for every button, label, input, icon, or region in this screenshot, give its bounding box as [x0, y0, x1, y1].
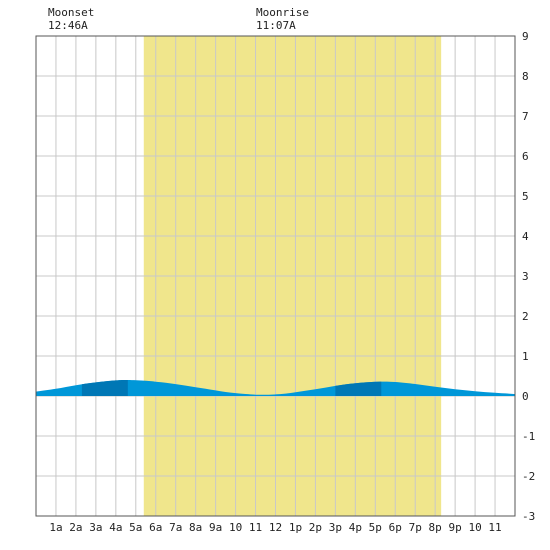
x-tick-label: 11 — [249, 521, 262, 534]
x-tick-label: 2a — [69, 521, 82, 534]
tide-area — [36, 379, 515, 396]
x-tick-label: 7p — [409, 521, 422, 534]
x-tick-label: 10 — [229, 521, 242, 534]
moonrise-label: Moonrise — [256, 6, 309, 19]
y-tick-labels: -3 -2 -1 0 1 2 3 4 5 6 7 8 9 — [522, 30, 535, 523]
moonset-time: 12:46A — [48, 19, 88, 32]
tide-area-layer — [36, 379, 515, 396]
x-tick-label: 6p — [389, 521, 402, 534]
y-tick-label: -3 — [522, 510, 535, 523]
y-tick-label: 6 — [522, 150, 529, 163]
x-tick-label: 10 — [468, 521, 481, 534]
moonset-label: Moonset — [48, 6, 94, 19]
x-tick-label: 1p — [289, 521, 302, 534]
y-tick-label: 1 — [522, 350, 529, 363]
x-tick-label: 4a — [109, 521, 122, 534]
x-tick-label: 9p — [449, 521, 462, 534]
x-tick-label: 4p — [349, 521, 362, 534]
tide-peak-band — [81, 379, 128, 396]
x-tick-label: 8a — [189, 521, 202, 534]
x-tick-label: 5p — [369, 521, 382, 534]
x-tick-labels: 1a 2a 3a 4a 5a 6a 7a 8a 9a 10 11 12 1p 2p 3p 4p 5p 6p 7p 8p… — [49, 521, 501, 534]
moonrise-time: 11:07A — [256, 19, 296, 32]
x-tick-label: 1a — [49, 521, 62, 534]
x-tick-label: 9a — [209, 521, 222, 534]
y-tick-label: 7 — [522, 110, 529, 123]
moonrise-annotation: Moonrise 11:07A — [256, 6, 309, 32]
y-tick-label: 0 — [522, 390, 529, 403]
grid-layer — [36, 35, 515, 517]
y-tick-label: 2 — [522, 310, 529, 323]
y-tick-label: -1 — [522, 430, 535, 443]
y-tick-label: 3 — [522, 270, 529, 283]
x-tick-label: 8p — [429, 521, 442, 534]
y-tick-label: 5 — [522, 190, 529, 203]
x-tick-label: 3a — [89, 521, 102, 534]
x-tick-label: 12 — [269, 521, 282, 534]
plot-border — [35, 35, 516, 517]
y-tick-label: 8 — [522, 70, 529, 83]
x-tick-label: 11 — [488, 521, 501, 534]
y-tick-label: 9 — [522, 30, 529, 43]
x-tick-label: 2p — [309, 521, 322, 534]
moonset-annotation: Moonset 12:46A — [48, 6, 94, 32]
x-tick-label: 3p — [329, 521, 342, 534]
x-tick-label: 7a — [169, 521, 182, 534]
y-tick-label: -2 — [522, 470, 535, 483]
plot-frame — [35, 35, 516, 517]
y-tick-label: 4 — [522, 230, 529, 243]
x-tick-label: 6a — [149, 521, 162, 534]
x-tick-label: 5a — [129, 521, 142, 534]
